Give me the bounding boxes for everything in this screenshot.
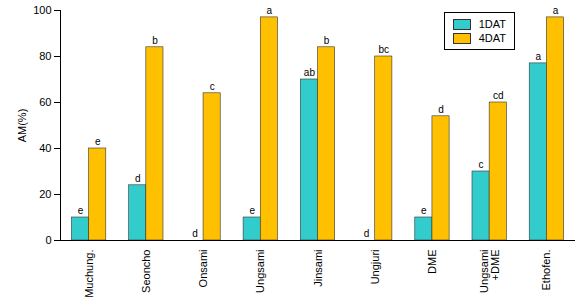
- svg-text:e: e: [421, 205, 427, 216]
- svg-text:e: e: [95, 136, 101, 147]
- svg-text:e: e: [249, 205, 255, 216]
- svg-text:d: d: [192, 228, 198, 239]
- svg-text:d: d: [438, 104, 444, 115]
- svg-text:b: b: [152, 35, 158, 46]
- svg-text:d: d: [135, 173, 141, 184]
- svg-text:ab: ab: [304, 67, 316, 78]
- svg-text:c: c: [210, 81, 215, 92]
- svg-text:AM(%): AM(%): [16, 109, 28, 143]
- svg-text:e: e: [78, 205, 84, 216]
- html-text:1DAT: 1DAT: [478, 18, 506, 30]
- svg-text:cd: cd: [493, 90, 504, 101]
- svg-text:a: a: [267, 5, 273, 16]
- svg-text:c: c: [479, 159, 484, 170]
- svg-text:a: a: [553, 5, 559, 16]
- svg-text:20: 20: [39, 188, 51, 200]
- svg-text:Muchung.: Muchung.: [83, 250, 95, 298]
- svg-text:Ungsami+DME: Ungsami+DME: [478, 250, 501, 293]
- html-text:4DAT: 4DAT: [478, 32, 506, 44]
- svg-text:100: 100: [33, 4, 51, 16]
- svg-text:80: 80: [39, 50, 51, 62]
- svg-text:Onsami: Onsami: [197, 250, 209, 288]
- svg-text:40: 40: [39, 142, 51, 154]
- svg-text:0: 0: [45, 234, 51, 246]
- svg-text:Seoncho: Seoncho: [140, 250, 152, 293]
- svg-text:Ungjuri: Ungjuri: [369, 250, 381, 285]
- svg-text:DME: DME: [426, 250, 438, 274]
- svg-text:bc: bc: [379, 44, 390, 55]
- svg-text:Ethofen.: Ethofen.: [540, 250, 552, 291]
- svg-text:60: 60: [39, 96, 51, 108]
- svg-text:b: b: [324, 35, 330, 46]
- svg-text:a: a: [536, 51, 542, 62]
- svg-text:Ungsami: Ungsami: [254, 250, 266, 293]
- svg-text:d: d: [364, 228, 370, 239]
- svg-text:Jinsami: Jinsami: [312, 250, 324, 287]
